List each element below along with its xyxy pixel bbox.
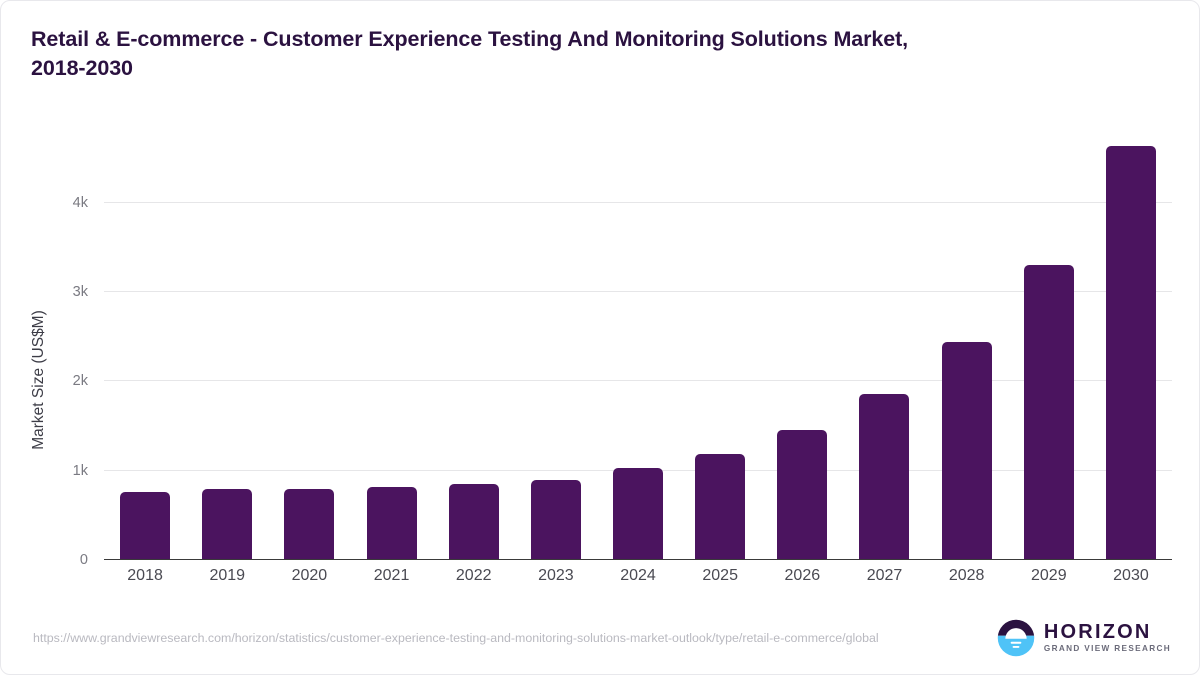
y-axis-tick-label: 0 xyxy=(79,552,88,568)
bar-slot xyxy=(515,131,597,560)
bar-slot xyxy=(597,131,679,560)
bar-slot xyxy=(186,131,268,560)
bar-slot xyxy=(433,131,515,560)
plot-area xyxy=(104,131,1172,560)
horizon-logo[interactable]: HORIZON GRAND VIEW RESEARCH xyxy=(997,619,1171,657)
x-axis-tick-label: 2026 xyxy=(784,567,821,584)
bar-slot xyxy=(1008,131,1090,560)
bar-slot xyxy=(268,131,350,560)
x-axis-line xyxy=(104,558,1172,560)
bar-2024[interactable] xyxy=(613,467,664,560)
y-axis-tick-label: 4k xyxy=(72,194,88,211)
bar-2022[interactable] xyxy=(448,484,499,560)
x-axis-tick-label: 2020 xyxy=(291,567,328,584)
bar-2019[interactable] xyxy=(202,488,253,560)
bar-2025[interactable] xyxy=(695,453,746,560)
bar-2029[interactable] xyxy=(1023,265,1074,560)
x-axis-ticks: 2018 2019 2020 2021 2022 2023 2024 2025 2026 2027… xyxy=(104,567,1172,585)
y-axis-tick-label: 3k xyxy=(72,283,88,300)
bar-slot xyxy=(843,131,925,560)
horizon-sunrise-icon xyxy=(997,619,1035,657)
x-axis-tick-label: 2023 xyxy=(538,567,574,584)
bar-series xyxy=(104,131,1172,560)
y-axis-tick-label: 2k xyxy=(72,373,88,390)
gridline xyxy=(104,380,1172,382)
x-axis-tick-label: 2021 xyxy=(373,567,410,584)
bar-2018[interactable] xyxy=(120,492,171,560)
x-axis-tick-label: 2019 xyxy=(209,567,246,584)
bar-2028[interactable] xyxy=(941,342,992,560)
page-title: Retail & E-commerce - Customer Experienc… xyxy=(31,27,909,80)
x-axis-tick-label: 2025 xyxy=(702,567,738,584)
bar-2021[interactable] xyxy=(366,487,417,560)
x-axis-tick-label: 2029 xyxy=(1031,567,1067,584)
bar-slot xyxy=(926,131,1008,560)
x-axis-tick-label: 2030 xyxy=(1113,567,1149,584)
bar-2023[interactable] xyxy=(530,479,581,560)
bar-2030[interactable] xyxy=(1105,145,1156,560)
y-axis-tick-label: 1k xyxy=(72,462,88,479)
bar-2027[interactable] xyxy=(859,394,910,560)
x-axis-tick-label: 2024 xyxy=(620,567,656,584)
x-axis-tick-label: 2022 xyxy=(455,567,492,584)
bar-slot xyxy=(104,131,186,560)
x-axis-tick-label: 2027 xyxy=(866,567,903,584)
bar-slot xyxy=(1090,131,1172,560)
bar-slot xyxy=(350,131,432,560)
gridline xyxy=(104,201,1172,203)
logo-text: HORIZON GRAND VIEW RESEARCH xyxy=(1044,622,1171,653)
logo-wordmark: HORIZON xyxy=(1043,621,1152,644)
bar-slot xyxy=(761,131,843,560)
bar-2026[interactable] xyxy=(777,429,828,560)
x-axis-tick-label: 2028 xyxy=(948,567,985,584)
bar-slot xyxy=(679,131,761,560)
logo-tagline: GRAND VIEW RESEARCH xyxy=(1043,644,1171,654)
x-axis-tick-label: 2018 xyxy=(127,567,163,584)
source-url[interactable]: https://www.grandviewresearch.com/horizo… xyxy=(33,631,879,645)
bar-2020[interactable] xyxy=(284,488,335,560)
gridline xyxy=(104,290,1172,292)
